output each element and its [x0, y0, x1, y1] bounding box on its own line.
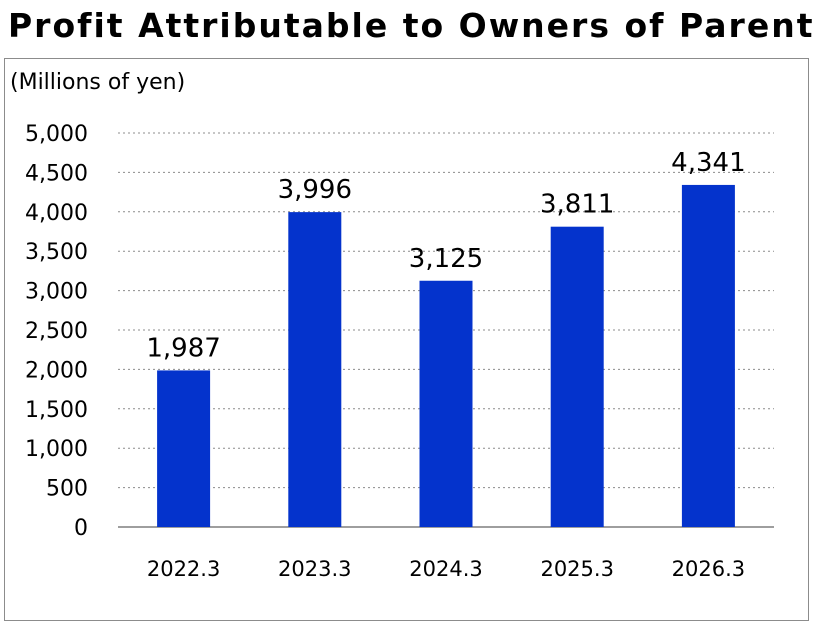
bar-2022.3 — [157, 370, 211, 527]
unit-label: (Millions of yen) — [10, 70, 186, 95]
x-tick-label: 2024.3 — [409, 557, 482, 581]
y-tick-label: 2,500 — [25, 319, 88, 344]
bar-2023.3 — [288, 212, 342, 527]
y-axis-ticks: 0 500 1,000 1,500 2,000 2,500 3,000 3,500 4,000 4… — [25, 122, 88, 541]
y-tick-label: 4,000 — [25, 201, 88, 226]
chart-title: Profit Attributable to Owners of Parent — [8, 6, 815, 45]
x-tick-label: 2026.3 — [672, 557, 745, 581]
chart-frame — [4, 58, 809, 621]
data-label: 1,987 — [146, 333, 220, 363]
data-label: 3,125 — [409, 244, 483, 274]
bar-2025.3 — [550, 226, 604, 527]
data-labels: 1,987 3,996 3,125 3,811 4,341 — [146, 148, 745, 363]
x-tick-label: 2025.3 — [540, 557, 613, 581]
data-label: 3,811 — [540, 190, 614, 220]
y-tick-label: 3,000 — [25, 280, 88, 305]
y-tick-label: 1,000 — [25, 437, 88, 462]
y-tick-label: 1,500 — [25, 398, 88, 423]
gridlines — [118, 132, 774, 528]
data-label: 3,996 — [278, 175, 352, 205]
data-label: 4,341 — [671, 148, 745, 178]
bars — [157, 184, 735, 527]
x-tick-label: 2022.3 — [147, 557, 220, 581]
y-tick-label: 5,000 — [25, 122, 88, 147]
y-tick-label: 3,500 — [25, 240, 88, 265]
y-tick-label: 500 — [46, 477, 88, 502]
x-axis-ticks: 2022.3 2023.3 2024.3 2025.3 2026.3 — [147, 557, 745, 581]
y-tick-label: 2,000 — [25, 358, 88, 383]
bar-2024.3 — [419, 280, 473, 527]
y-tick-label: 0 — [74, 516, 88, 541]
y-tick-label: 4,500 — [25, 161, 88, 186]
x-tick-label: 2023.3 — [278, 557, 351, 581]
bar-2026.3 — [681, 184, 735, 527]
